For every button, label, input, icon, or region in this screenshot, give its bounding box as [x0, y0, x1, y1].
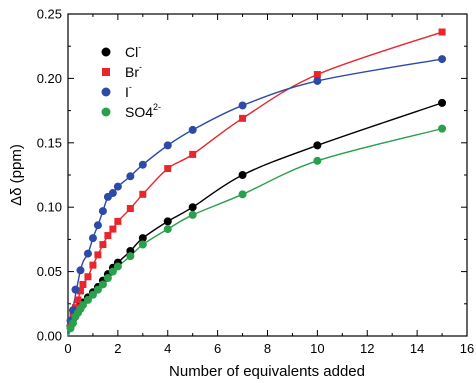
data-point [84, 273, 92, 281]
y-axis-title: Δδ (ppm) [8, 144, 25, 206]
data-point [438, 28, 446, 36]
data-point [313, 76, 322, 85]
data-point [188, 203, 197, 212]
data-point [74, 296, 82, 304]
data-point [89, 261, 97, 269]
data-point [313, 71, 321, 79]
data-point [109, 225, 117, 233]
data-point [98, 280, 107, 289]
data-point [76, 287, 84, 295]
data-point [114, 217, 122, 225]
data-point [138, 234, 147, 243]
data-point [238, 101, 247, 110]
data-point [438, 98, 447, 107]
data-point [126, 252, 135, 261]
data-point [93, 221, 102, 230]
y-tick-label: 0.05 [37, 264, 62, 279]
axis-tick-labels: 0 2 4 6 8 10 12 14 16 0.00 0.05 0.10 0.15 0.20 0.25 [37, 7, 475, 357]
data-point [79, 280, 87, 288]
data-point [99, 241, 107, 249]
fit-curve-i [67, 58, 443, 337]
data-point [103, 274, 112, 283]
data-point [163, 141, 172, 150]
data-point [78, 301, 87, 310]
x-tick-label: 6 [214, 341, 221, 356]
fit-curve-so4 [67, 127, 443, 337]
data-point [126, 172, 135, 181]
y-tick-label: 0.00 [37, 329, 62, 344]
data-point [138, 160, 147, 169]
legend-marker [102, 68, 110, 76]
data-point [93, 285, 102, 294]
y-tick-label: 0.25 [37, 7, 62, 22]
legend-marker [101, 107, 111, 117]
x-tick-label: 8 [264, 341, 271, 356]
x-tick-label: 2 [114, 341, 121, 356]
x-tick-label: 10 [310, 341, 324, 356]
data-point [138, 240, 147, 249]
x-tick-label: 4 [164, 341, 171, 356]
data-point [104, 232, 112, 240]
data-point [71, 285, 80, 294]
y-tick-label: 0.20 [37, 71, 62, 86]
x-tick-label: 14 [410, 341, 424, 356]
legend-marker [101, 47, 111, 57]
axis-ticks [67, 13, 468, 337]
data-point [88, 290, 97, 299]
x-tick-label: 16 [460, 341, 474, 356]
x-tick-label: 12 [360, 341, 374, 356]
data-point [189, 150, 197, 158]
data-point [108, 267, 117, 276]
data-point [438, 55, 447, 64]
data-point [139, 190, 147, 198]
data-point [163, 217, 172, 226]
data-point [83, 295, 92, 304]
data-point [239, 114, 247, 122]
data-point [313, 156, 322, 165]
data-point [313, 141, 322, 150]
data-point [113, 262, 122, 271]
x-axis-title: Number of equivalents added [169, 363, 365, 380]
data-point [83, 249, 92, 258]
data-point [68, 319, 77, 328]
legend-label: I- [125, 82, 132, 100]
data-point [108, 189, 117, 198]
data-point [76, 266, 85, 275]
data-point [238, 190, 247, 199]
data-point [126, 204, 134, 212]
data-points [66, 28, 447, 333]
data-point [188, 125, 197, 134]
data-point [94, 251, 102, 259]
data-point [238, 171, 247, 179]
data-point [163, 225, 172, 234]
x-tick-label: 0 [64, 341, 71, 356]
data-point [438, 124, 447, 133]
legend-marker [101, 87, 111, 97]
data-point [113, 182, 122, 191]
data-point [88, 234, 97, 243]
data-point [164, 165, 172, 173]
legend-label: Br- [125, 62, 142, 80]
legend-label: Cl- [125, 42, 141, 60]
data-point [98, 207, 107, 216]
y-tick-label: 0.10 [37, 200, 62, 215]
legend: Cl- Br- I- SO42- [101, 42, 161, 120]
fit-curve-cl [67, 102, 443, 337]
y-tick-label: 0.15 [37, 135, 62, 150]
legend-label: SO42- [125, 102, 161, 120]
data-point [188, 210, 197, 219]
